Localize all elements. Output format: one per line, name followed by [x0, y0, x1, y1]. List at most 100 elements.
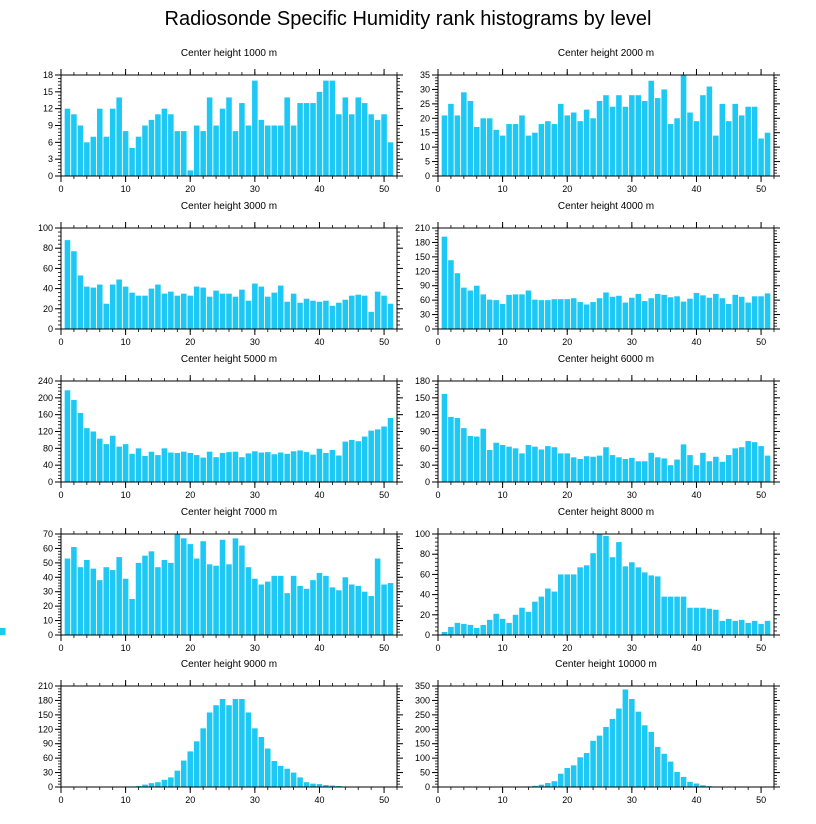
histogram-bar [751, 620, 758, 635]
histogram-bar [654, 98, 661, 176]
histogram-bar [732, 448, 739, 482]
panel-title: Center height 3000 m [181, 201, 277, 212]
histogram-bar [525, 611, 532, 635]
histogram-bar [499, 135, 506, 176]
histogram-bar [745, 441, 751, 482]
panel-title: Center height 4000 m [558, 201, 654, 212]
histogram-bar [71, 114, 77, 176]
histogram-bar [454, 273, 461, 329]
histogram-bar [109, 435, 116, 482]
histogram-bar [303, 103, 310, 176]
y-tick-label: 210 [38, 681, 53, 691]
histogram-bar [480, 118, 487, 176]
histogram-bar [596, 735, 603, 787]
histogram-bar [622, 106, 629, 176]
histogram-bar [532, 299, 538, 329]
histogram-bar [693, 121, 700, 176]
histogram-bar [329, 785, 336, 787]
histogram-bar [674, 459, 680, 482]
histogram-bar [258, 119, 265, 176]
histogram-bar [355, 585, 362, 635]
histogram-bar [206, 451, 213, 482]
histogram-bar [109, 570, 116, 635]
histogram-bar [661, 89, 667, 176]
y-tick-label: 90 [43, 739, 53, 749]
histogram-bar [297, 302, 303, 329]
histogram-bar [329, 450, 336, 482]
x-tick-label: 30 [627, 490, 637, 500]
histogram-bar [564, 574, 571, 635]
histogram-bar [570, 112, 577, 176]
histogram-bar [764, 293, 771, 329]
histogram-bar [603, 536, 609, 635]
histogram-bar [609, 718, 616, 787]
histogram-bar [129, 598, 135, 635]
y-tick-label: 60 [43, 753, 53, 763]
histogram-bar [277, 765, 284, 787]
y-tick-label: 100 [38, 223, 53, 233]
histogram-bar [564, 767, 571, 787]
histogram-bar [219, 452, 226, 482]
histogram-bar [361, 591, 368, 635]
x-tick-label: 0 [58, 490, 63, 500]
histogram-bar [84, 559, 90, 635]
histogram-bar [277, 452, 284, 482]
histogram-bar [284, 301, 290, 329]
histogram-bar [532, 132, 538, 176]
histogram-bar [232, 538, 239, 635]
histogram-panel-1: Center height 1000 m 0 10 20 30 40 50 0 3 6 9 12 15 1… [43, 48, 403, 194]
histogram-bar [206, 564, 213, 635]
histogram-bar [467, 100, 474, 176]
histogram-bar [725, 455, 732, 482]
histogram-bar [751, 442, 758, 482]
histogram-bar [387, 583, 394, 635]
histogram-bar [226, 705, 232, 787]
histogram-bar [661, 596, 667, 635]
histogram-bar [64, 240, 71, 329]
histogram-bar [635, 461, 642, 482]
histogram-bar [635, 95, 642, 176]
y-tick-label: 120 [415, 266, 430, 276]
x-tick-label: 50 [379, 643, 389, 653]
histogram-bar [77, 125, 84, 176]
histogram-bar [486, 450, 493, 482]
histogram-bar [687, 112, 693, 176]
y-tick-label: 150 [415, 739, 430, 749]
histogram-bar [461, 623, 467, 635]
panel-title: Center height 5000 m [181, 354, 277, 365]
histogram-bar [303, 782, 310, 787]
histogram-bar [381, 584, 387, 635]
histogram-bar [77, 567, 84, 635]
histogram-bar [654, 576, 661, 635]
x-tick-label: 0 [58, 643, 63, 653]
histogram-bar [252, 80, 258, 176]
histogram-bar [764, 620, 771, 635]
histogram-bar [226, 97, 232, 176]
histogram-bar [486, 619, 493, 635]
histogram-bar [467, 290, 474, 329]
histogram-bar [71, 546, 77, 635]
y-tick-label: 25 [420, 99, 430, 109]
x-tick-label: 30 [627, 795, 637, 805]
histogram-bar [532, 601, 538, 635]
histogram-bar [635, 293, 642, 329]
histogram-bar [109, 108, 116, 176]
histogram-bar [641, 301, 648, 329]
x-tick-label: 10 [121, 643, 131, 653]
histogram-bar [700, 785, 706, 787]
histogram-bar [374, 119, 381, 176]
x-tick-label: 20 [185, 643, 195, 653]
histogram-bar [667, 124, 674, 176]
histogram-bar [519, 294, 525, 329]
histogram-bar [316, 301, 323, 329]
histogram-bar [590, 456, 596, 482]
histogram-bar [206, 97, 213, 176]
histogram-bar [461, 287, 467, 329]
histogram-bar [557, 103, 564, 176]
x-tick-label: 40 [691, 490, 701, 500]
histogram-bar [252, 578, 258, 635]
y-tick-label: 18 [43, 70, 53, 80]
histogram-bar [219, 698, 226, 787]
histogram-bar [277, 575, 284, 635]
histogram-bar [90, 287, 97, 329]
